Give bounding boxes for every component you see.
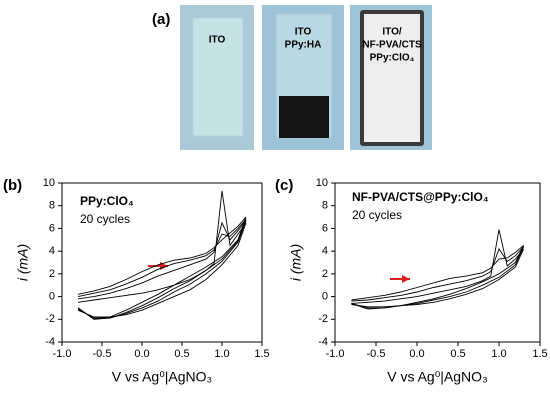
x-tick-label: 1.0 [491, 348, 506, 360]
y-tick-label: 2 [322, 268, 328, 280]
photo-caption: ITO [295, 27, 312, 38]
x-tick-label: 1.5 [532, 348, 547, 360]
y-axis-label: i (mA) [288, 244, 304, 281]
annotation: 20 cycles [80, 212, 130, 226]
y-tick-label: 8 [49, 200, 55, 212]
cv-curve [351, 245, 525, 310]
x-axis-label: V vs Ag⁰|AgNO₃ [387, 369, 488, 385]
y-tick-label: 6 [322, 222, 328, 234]
y-tick-label: 4 [49, 245, 55, 257]
x-tick-label: -0.5 [93, 348, 112, 360]
x-tick-label: 0.5 [450, 348, 465, 360]
x-tick-label: 0.0 [134, 348, 149, 360]
y-tick-label: 0 [322, 290, 328, 302]
cv-curve [77, 216, 247, 320]
x-tick-label: -0.5 [367, 348, 386, 360]
y-tick-label: 4 [322, 245, 328, 257]
y-tick-label: -2 [318, 313, 328, 325]
ito-glass [192, 17, 244, 137]
x-tick-label: -1.0 [53, 348, 72, 360]
x-tick-label: 1.0 [214, 348, 229, 360]
photo-caption: PPy:HA [285, 40, 322, 51]
y-tick-label: -2 [45, 313, 55, 325]
y-tick-label: -4 [45, 336, 55, 348]
chart-title: PPy:ClO₄ [80, 194, 134, 208]
panel-label: (a) [152, 11, 170, 28]
annotation: 20 cycles [352, 208, 402, 222]
y-tick-label: 8 [322, 200, 328, 212]
photo-caption: ITO/ [382, 27, 401, 38]
arrow-head [402, 275, 410, 283]
y-tick-label: 6 [49, 222, 55, 234]
x-tick-label: 1.5 [254, 348, 269, 360]
chart-title: NF-PVA/CTS@PPy:ClO₄ [352, 190, 489, 204]
y-axis-label: i (mA) [15, 244, 31, 281]
photo-caption: NF-PVA/CTS [362, 40, 422, 51]
plot-frame [61, 182, 263, 343]
panel-label: (b) [3, 177, 22, 194]
x-axis-label: V vs Ag⁰|AgNO₃ [112, 369, 213, 385]
photo-caption: PPy:ClO₄ [370, 53, 415, 64]
cv-curve [77, 220, 247, 319]
cv-curve [77, 190, 247, 318]
photo-caption: ITO [209, 35, 226, 46]
x-tick-label: 0.0 [409, 348, 424, 360]
film-white [364, 14, 420, 142]
plot-frame [334, 182, 541, 343]
x-tick-label: -1.0 [326, 348, 345, 360]
y-tick-label: -4 [318, 336, 328, 348]
cv-curve [77, 219, 247, 320]
y-tick-label: 0 [49, 290, 55, 302]
panel-label: (c) [275, 177, 293, 194]
cv-curve [351, 229, 525, 308]
ppy-film [279, 96, 329, 138]
y-tick-label: 2 [49, 268, 55, 280]
y-tick-label: 10 [43, 177, 55, 189]
cv-curve [351, 246, 525, 309]
y-tick-label: 10 [316, 177, 328, 189]
x-tick-label: 0.5 [174, 348, 189, 360]
